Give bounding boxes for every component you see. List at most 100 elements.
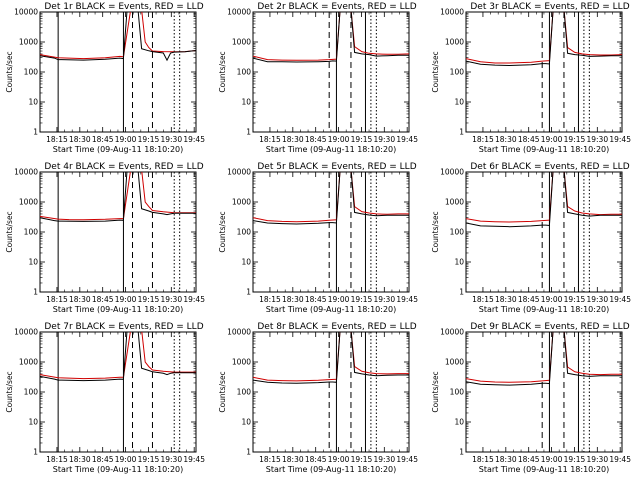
x-tick-label: 18:15 — [259, 135, 281, 144]
x-tick-label: 19:30 — [586, 295, 608, 304]
plot-frame — [252, 331, 410, 453]
y-tick-label: 1 — [459, 288, 464, 297]
y-tick-label: 10000 — [227, 328, 251, 337]
events-series-line — [253, 332, 409, 384]
x-tick-label: 19:15 — [351, 135, 373, 144]
x-tick-label: 19:00 — [328, 295, 350, 304]
y-axis-label: Counts/sec — [218, 371, 227, 412]
y-axis-label: Counts/sec — [431, 51, 440, 92]
x-axis-label: Start Time (09-Aug-11 18:10:20) — [479, 145, 610, 154]
x-axis-label: Start Time (09-Aug-11 18:10:20) — [53, 305, 184, 314]
x-axis-label: Start Time (09-Aug-11 18:10:20) — [266, 145, 397, 154]
y-tick-label: 1000 — [445, 38, 464, 47]
x-tick-label: 19:00 — [328, 135, 350, 144]
x-tick-label: 18:15 — [472, 295, 494, 304]
plot-frame — [465, 171, 623, 293]
lld-series-line — [40, 332, 196, 380]
x-axis-label: Start Time (09-Aug-11 18:10:20) — [53, 145, 184, 154]
x-tick-label: 18:15 — [259, 295, 281, 304]
x-tick-label: 18:15 — [46, 295, 68, 304]
y-tick-label: 1 — [33, 448, 38, 457]
x-tick-label: 19:45 — [183, 455, 205, 464]
x-tick-label: 18:15 — [46, 455, 68, 464]
y-tick-label: 10000 — [14, 8, 38, 17]
x-tick-label: 18:45 — [518, 135, 540, 144]
y-tick-label: 10 — [28, 258, 38, 267]
y-tick-label: 1 — [459, 448, 464, 457]
y-tick-label: 1000 — [445, 198, 464, 207]
y-axis-label: Counts/sec — [218, 211, 227, 252]
panel-title: Det 4r BLACK = Events, RED = LLD — [44, 162, 203, 172]
x-tick-label: 19:00 — [115, 135, 137, 144]
series-group — [40, 12, 196, 62]
y-tick-label: 1000 — [232, 358, 251, 367]
y-tick-label: 1000 — [19, 198, 38, 207]
x-tick-label: 18:30 — [69, 135, 91, 144]
x-tick-label: 18:45 — [305, 455, 327, 464]
x-tick-label: 18:30 — [282, 295, 304, 304]
series-group — [40, 172, 196, 222]
y-tick-label: 100 — [237, 68, 252, 77]
x-tick-label: 18:30 — [282, 135, 304, 144]
y-tick-label: 10 — [454, 258, 464, 267]
x-tick-label: 18:15 — [259, 455, 281, 464]
panel-title: Det 8r BLACK = Events, RED = LLD — [257, 322, 416, 332]
y-tick-label: 100 — [24, 228, 39, 237]
y-tick-label: 1000 — [19, 358, 38, 367]
det-panel-8: Det 8r BLACK = Events, RED = LLD 1 10 100 10… — [218, 322, 418, 474]
lld-series-line — [466, 12, 622, 64]
x-tick-label: 19:15 — [564, 135, 586, 144]
det-panel-3: Det 3r BLACK = Events, RED = LLD 1 10 100 10… — [431, 2, 631, 154]
y-tick-label: 1 — [246, 288, 251, 297]
y-tick-label: 1 — [246, 448, 251, 457]
x-tick-label: 19:00 — [541, 135, 563, 144]
y-tick-label: 1000 — [232, 198, 251, 207]
y-axis-label: Counts/sec — [218, 51, 227, 92]
x-tick-label: 18:45 — [92, 295, 114, 304]
det-panel-7: Det 7r BLACK = Events, RED = LLD 1 10 100 10… — [5, 322, 205, 474]
plot-frame — [252, 171, 410, 293]
y-tick-label: 10 — [28, 98, 38, 107]
x-tick-label: 19:45 — [396, 135, 418, 144]
det-panel-5: Det 5r BLACK = Events, RED = LLD 1 10 100 10… — [218, 162, 418, 314]
events-series-line — [466, 172, 622, 228]
x-axis-label: Start Time (09-Aug-11 18:10:20) — [266, 305, 397, 314]
x-tick-label: 18:30 — [282, 455, 304, 464]
x-tick-label: 19:30 — [160, 135, 182, 144]
y-axis-label: Counts/sec — [5, 51, 14, 92]
x-tick-label: 19:30 — [586, 455, 608, 464]
series-group — [253, 332, 409, 384]
x-tick-label: 18:45 — [305, 295, 327, 304]
y-tick-label: 100 — [450, 228, 465, 237]
y-axis-label: Counts/sec — [431, 371, 440, 412]
y-tick-label: 100 — [237, 228, 252, 237]
x-tick-label: 19:45 — [609, 295, 631, 304]
x-axis-label: Start Time (09-Aug-11 18:10:20) — [53, 465, 184, 474]
events-series-line — [40, 12, 196, 62]
y-tick-label: 100 — [450, 68, 465, 77]
y-tick-label: 10000 — [440, 8, 464, 17]
x-tick-label: 19:30 — [160, 295, 182, 304]
y-axis-label: Counts/sec — [5, 371, 14, 412]
panel-title: Det 2r BLACK = Events, RED = LLD — [257, 2, 416, 12]
lld-series-line — [40, 12, 196, 60]
det-panel-2: Det 2r BLACK = Events, RED = LLD 1 10 100 10… — [218, 2, 418, 154]
y-tick-label: 10 — [454, 98, 464, 107]
events-series-line — [40, 172, 196, 222]
series-group — [40, 332, 196, 382]
lld-series-line — [253, 172, 409, 223]
panel-title: Det 5r BLACK = Events, RED = LLD — [257, 162, 416, 172]
x-tick-label: 18:45 — [305, 135, 327, 144]
x-tick-label: 19:15 — [564, 455, 586, 464]
events-series-line — [40, 332, 196, 382]
lld-series-line — [253, 332, 409, 382]
plot-frame — [465, 331, 623, 453]
x-axis-label: Start Time (09-Aug-11 18:10:20) — [479, 465, 610, 474]
x-tick-label: 19:00 — [328, 455, 350, 464]
x-tick-label: 19:45 — [183, 295, 205, 304]
lld-series-line — [253, 12, 409, 61]
y-tick-label: 10 — [241, 258, 251, 267]
series-group — [253, 12, 409, 63]
y-axis-label: Counts/sec — [431, 211, 440, 252]
